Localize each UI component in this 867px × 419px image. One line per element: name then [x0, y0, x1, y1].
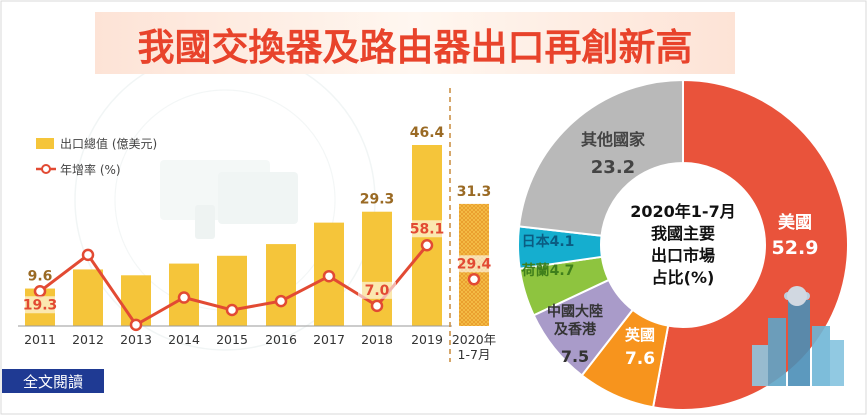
center-label-line: 出口市場 [651, 246, 715, 265]
slice-name-china_hk: 中國大陸 [547, 303, 603, 320]
bar-5 [266, 244, 296, 326]
legend-label-export-value: 出口總值 (億美元) [60, 136, 157, 151]
x-tick-label: 2013 [120, 332, 152, 347]
bar-value-label: 9.6 [28, 269, 53, 285]
bar-1 [73, 269, 103, 326]
city-skyline-decoration [752, 286, 844, 386]
growth-point-1 [81, 248, 95, 262]
page-title: 我國交換器及路由器出口再創新高 [138, 26, 693, 69]
read-more-button[interactable]: 全文閱讀 [2, 369, 104, 393]
donut-slice-other [517, 78, 684, 237]
slice-value-china_hk: 7.5 [561, 347, 589, 366]
growth-point-9 [467, 273, 481, 286]
x-tick-label: 2015 [216, 332, 248, 347]
legend-line-marker [41, 164, 51, 174]
bar-value-label: 31.3 [457, 184, 492, 200]
x-tick-label: 1-7月 [458, 347, 491, 362]
slice-label-netherlands: 荷蘭4.7 [521, 262, 575, 279]
growth-point-8 [420, 239, 434, 252]
slice-value-usa: 52.9 [772, 237, 819, 259]
x-tick-label: 2011 [24, 332, 56, 347]
x-tick-label: 2012 [72, 332, 104, 347]
slice-name-uk: 英國 [625, 326, 655, 344]
line-value-label: 7.0 [365, 283, 390, 299]
x-tick-label: 2018 [361, 332, 393, 347]
line-value-label: 58.1 [410, 221, 445, 237]
read-more-label[interactable]: 全文閱讀 [23, 373, 83, 391]
growth-point-2 [129, 318, 143, 332]
x-tick-label: 2016 [265, 332, 297, 347]
growth-point-7 [370, 299, 384, 313]
slice-name-other: 其他國家 [581, 130, 646, 149]
bar-value-label: 29.3 [360, 192, 395, 208]
line-value-label: 19.3 [23, 297, 58, 313]
center-label-line: 2020年1-7月 [630, 202, 735, 221]
slice-value-other: 23.2 [591, 157, 635, 178]
legend-label-growth-rate: 年增率 (%) [60, 162, 121, 177]
growth-point-0 [33, 285, 47, 298]
x-tick-label: 2020年 [452, 332, 496, 347]
growth-point-3 [177, 291, 191, 304]
x-tick-label: 2017 [313, 332, 345, 347]
x-tick-label: 2019 [411, 332, 443, 347]
title-banner: 我國交換器及路由器出口再創新高 [95, 12, 735, 74]
line-value-label: 29.4 [457, 256, 492, 272]
growth-point-6 [322, 269, 336, 283]
bar-value-label: 46.4 [410, 125, 445, 141]
slice-name-usa: 美國 [778, 212, 812, 233]
growth-point-4 [225, 303, 239, 317]
bar-value-labels: 9.6 29.3 46.4 31.3 [28, 125, 492, 285]
legend-bar-swatch [36, 138, 54, 149]
center-label-line: 我國主要 [651, 224, 715, 243]
center-label-line: 占比(%) [652, 268, 715, 287]
x-tick-labels: 2011 2012 2013 2014 2015 2016 2017 2018 2019 2020… [24, 332, 496, 362]
slice-name-china_hk: 及香港 [554, 321, 597, 338]
slice-label-japan: 日本4.1 [522, 233, 575, 250]
bar-series [25, 145, 489, 326]
chart-legend: 出口總值 (億美元) 年增率 (%) [36, 136, 157, 177]
line-value-labels: 19.3 7.0 58.1 29.4 [21, 220, 493, 314]
growth-point-5 [274, 294, 288, 308]
x-tick-label: 2014 [168, 332, 200, 347]
slice-value-uk: 7.6 [625, 349, 655, 369]
